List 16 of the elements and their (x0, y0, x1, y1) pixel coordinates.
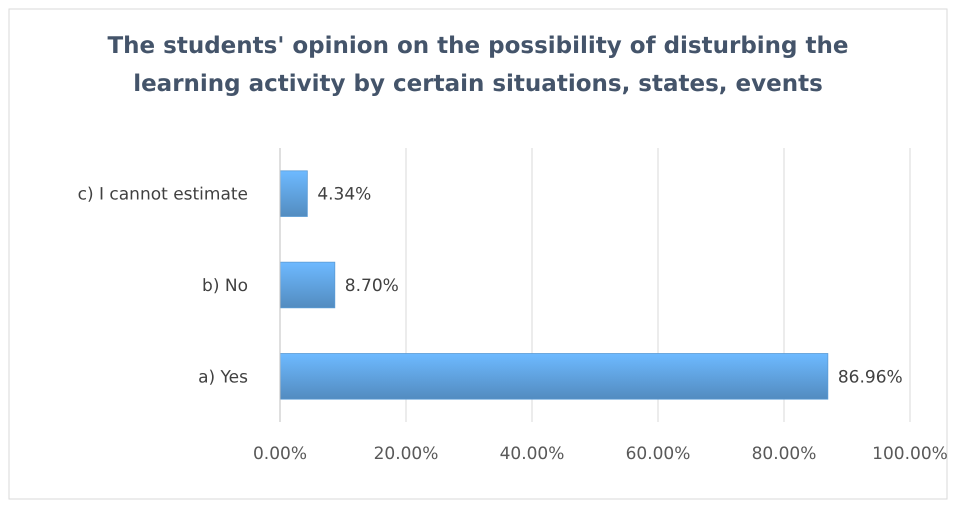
bar (280, 353, 828, 400)
x-tick-label: 40.00% (500, 444, 564, 464)
bar (280, 170, 308, 217)
x-tick-label: 100.00% (872, 444, 948, 464)
x-tick-label: 60.00% (626, 444, 690, 464)
x-tick-label: 0.00% (252, 444, 308, 464)
data-label: 86.96% (838, 367, 903, 388)
chart-title: The students' opinion on the possibility of disturbing the learning activity by certain situations, states, events (107, 33, 849, 97)
data-label: 4.34% (317, 184, 372, 205)
y-tick-label: b) No (202, 276, 248, 296)
y-tick-label: a) Yes (198, 367, 248, 388)
y-tick-label: c) I cannot estimate (78, 184, 248, 205)
x-tick-label: 80.00% (752, 444, 816, 464)
bar (280, 262, 336, 308)
data-label: 8.70% (344, 276, 399, 296)
x-tick-label: 20.00% (374, 444, 438, 464)
